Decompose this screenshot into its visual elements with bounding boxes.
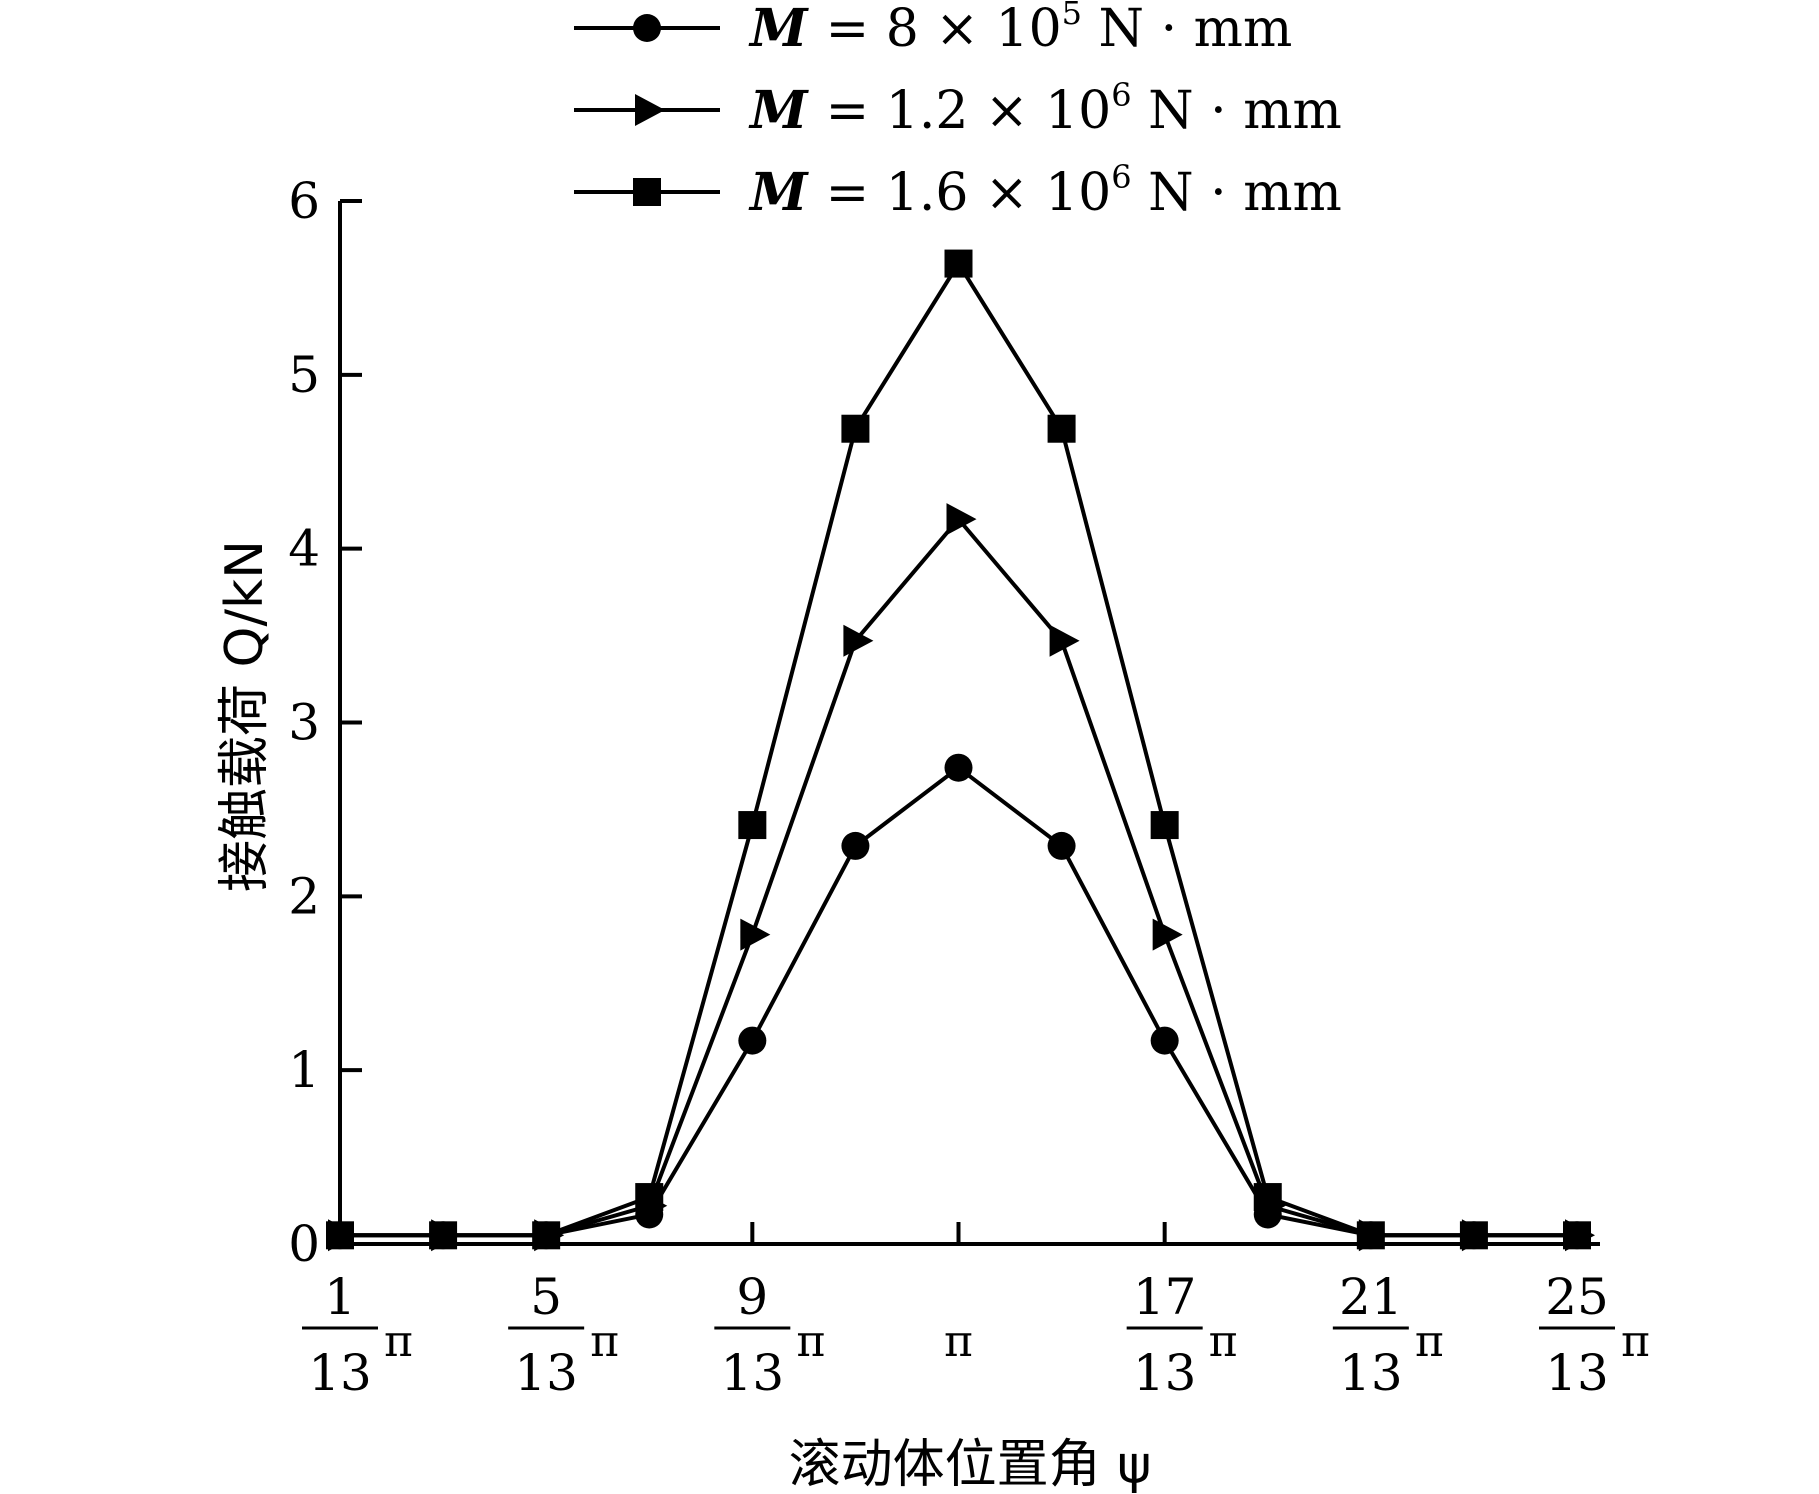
series-2 (328, 503, 1595, 1252)
legend-exponent: 6 (1111, 76, 1131, 114)
series-1 (326, 753, 1591, 1250)
legend: M = 8 × 105 N · mmM = 1.2 × 106 N · mmM … (574, 0, 1342, 223)
x-tick-numerator: 1 (324, 1268, 356, 1326)
x-tick-denominator: 13 (1339, 1344, 1403, 1402)
x-tick-label: 21 13π (1332, 1268, 1444, 1402)
data-point (843, 624, 874, 657)
data-point (946, 503, 977, 536)
legend-marker (633, 14, 661, 42)
legend-label: M = 1.2 × 106 N · mm (748, 76, 1342, 141)
data-point (841, 414, 870, 443)
data-point (532, 1221, 561, 1250)
data-point (740, 918, 771, 951)
x-tick-pi: π (590, 1316, 619, 1367)
data-point (1047, 831, 1076, 860)
x-tick-pi: π (796, 1316, 825, 1367)
x-tick-label: 5 13π (508, 1268, 619, 1402)
series-line (340, 261, 1577, 1238)
data-point (944, 753, 973, 782)
y-tick-label: 5 (288, 346, 320, 404)
data-point (326, 1221, 354, 1250)
x-tick-denominator: 13 (514, 1344, 578, 1402)
data-point (1563, 1221, 1591, 1250)
data-point (1150, 1026, 1179, 1055)
y-tick-label: 6 (288, 172, 320, 230)
y-tick-label: 4 (288, 520, 320, 578)
series-3 (326, 249, 1591, 1250)
x-tick-label: π (944, 1316, 973, 1367)
x-tick-denominator: 13 (721, 1344, 785, 1402)
legend-equation: = 8 × 10 (826, 0, 1062, 59)
x-tick-denominator: 13 (308, 1344, 372, 1402)
x-tick-numerator: 5 (530, 1268, 562, 1326)
legend-unit: N · mm (1132, 81, 1342, 141)
x-tick-pi: π (384, 1316, 413, 1367)
x-tick-numerator: 21 (1339, 1268, 1403, 1326)
data-point (1047, 414, 1076, 443)
legend-unit: N · mm (1082, 0, 1292, 59)
data-point (738, 1026, 767, 1055)
series-group (326, 249, 1595, 1252)
legend-item: M = 1.2 × 106 N · mm (574, 76, 1342, 141)
data-point (1356, 1221, 1385, 1250)
data-point (1253, 1183, 1282, 1212)
data-point (944, 249, 973, 278)
x-tick-denominator: 13 (1545, 1344, 1609, 1402)
legend-item: M = 8 × 105 N · mm (574, 0, 1292, 59)
x-tick-label: 25 13π (1539, 1268, 1650, 1402)
legend-marker (635, 94, 665, 126)
x-tick-numerator: 9 (736, 1268, 768, 1326)
legend-unit: N · mm (1132, 163, 1342, 223)
data-point (1152, 918, 1183, 951)
legend-equation: = 1.6 × 10 (826, 163, 1112, 223)
y-tick-label: 0 (288, 1215, 320, 1273)
legend-exponent: 5 (1062, 0, 1082, 32)
y-ticks: 0 1 2 3 4 5 6 (288, 172, 362, 1273)
axes (338, 201, 1600, 1246)
x-tick-pi: π (1415, 1316, 1444, 1367)
y-tick-label: 1 (288, 1041, 320, 1099)
x-tick-pi: π (944, 1316, 973, 1367)
legend-label: M = 8 × 105 N · mm (748, 0, 1292, 59)
x-tick-pi: π (1209, 1316, 1238, 1367)
x-tick-label: 1 13π (302, 1268, 413, 1402)
x-tick-label: 17 13π (1126, 1268, 1238, 1402)
series-line (340, 517, 1577, 1238)
legend-equation: = 1.2 × 10 (826, 81, 1112, 141)
legend-label: M = 1.6 × 106 N · mm (748, 158, 1342, 223)
data-point (738, 811, 767, 840)
x-tick-numerator: 17 (1133, 1268, 1197, 1326)
x-tick-label: 9 13π (714, 1268, 825, 1402)
legend-item: M = 1.6 × 106 N · mm (574, 158, 1342, 223)
data-point (841, 831, 870, 860)
legend-exponent: 6 (1111, 158, 1131, 196)
y-axis-label: 接触载荷 Q/kN (215, 540, 275, 892)
data-point (635, 1183, 664, 1212)
x-axis-label: 滚动体位置角 ψ (789, 1435, 1152, 1494)
legend-symbol: M (748, 162, 826, 223)
data-point (1049, 624, 1080, 657)
legend-symbol: M (748, 0, 826, 59)
y-tick-label: 2 (288, 867, 320, 925)
x-tick-denominator: 13 (1133, 1344, 1197, 1402)
x-tick-numerator: 25 (1545, 1268, 1609, 1326)
x-tick-pi: π (1621, 1316, 1650, 1367)
legend-symbol: M (748, 80, 826, 141)
legend-marker (633, 178, 661, 206)
series-line (340, 765, 1577, 1238)
data-point (1150, 811, 1179, 840)
data-point (429, 1221, 458, 1250)
y-tick-label: 3 (288, 694, 320, 752)
data-point (1459, 1221, 1488, 1250)
